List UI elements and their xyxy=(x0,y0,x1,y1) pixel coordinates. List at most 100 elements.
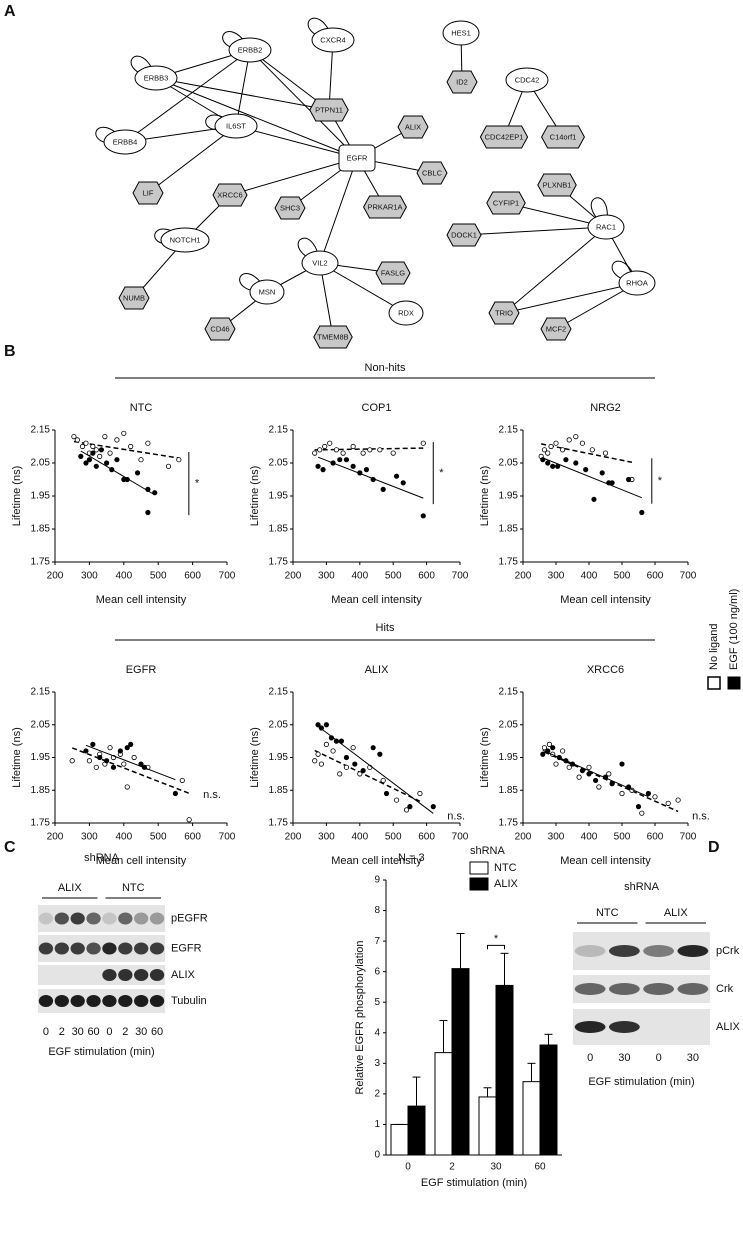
node-label: RHOA xyxy=(626,278,648,287)
x-tick-label: 600 xyxy=(184,571,201,582)
y-tick-label: 2.15 xyxy=(31,425,51,436)
significance: n.s. xyxy=(692,810,710,822)
point xyxy=(330,460,336,466)
node-label: CBLC xyxy=(422,168,443,177)
legend-label: EGF (100 ng/ml) xyxy=(728,589,740,670)
blot-band xyxy=(38,912,54,925)
x-tick-label: 200 xyxy=(47,832,64,843)
point xyxy=(98,447,105,453)
x-tick-label: 300 xyxy=(548,832,565,843)
x-axis-label: Mean cell intensity xyxy=(560,594,651,606)
point xyxy=(83,440,89,446)
x-axis-label: EGF stimulation (min) xyxy=(421,1177,527,1189)
point xyxy=(145,509,151,516)
point xyxy=(602,450,609,456)
point xyxy=(337,771,343,777)
panel-label: A xyxy=(4,3,16,20)
y-tick-label: 3 xyxy=(374,1058,380,1069)
point xyxy=(90,741,96,748)
point xyxy=(350,443,356,450)
plot-title: NTC xyxy=(130,402,153,414)
point xyxy=(323,722,329,728)
x-tick-label: 400 xyxy=(115,832,132,843)
y-tick-label: 2.05 xyxy=(269,719,289,730)
y-tick-label: 8 xyxy=(374,905,380,916)
point xyxy=(121,761,127,767)
x-tick-label: 600 xyxy=(418,832,435,843)
node xyxy=(587,214,625,240)
point xyxy=(333,447,340,453)
point xyxy=(107,450,113,456)
node xyxy=(363,195,407,219)
y-tick-label: 1.85 xyxy=(499,524,519,535)
node-label: XRCC6 xyxy=(217,190,242,199)
point xyxy=(323,741,329,748)
point xyxy=(90,450,96,456)
point xyxy=(652,794,658,800)
point xyxy=(559,748,566,754)
point xyxy=(370,745,376,751)
blot-band xyxy=(102,912,117,925)
point xyxy=(102,433,108,440)
blot-band xyxy=(54,912,69,925)
bar xyxy=(522,1081,541,1156)
point xyxy=(74,437,80,443)
node-label: IL6ST xyxy=(226,121,246,130)
node-label: PLXNB1 xyxy=(543,180,572,189)
node xyxy=(488,301,520,325)
point xyxy=(553,440,559,446)
node xyxy=(479,125,529,149)
blot-band xyxy=(86,912,101,925)
point xyxy=(390,450,396,456)
point xyxy=(599,470,605,476)
node xyxy=(103,129,147,155)
y-tick-label: 1.75 xyxy=(31,557,51,568)
point xyxy=(128,443,134,450)
point xyxy=(165,463,172,469)
point xyxy=(609,781,615,787)
fit-line xyxy=(317,456,424,499)
edge xyxy=(503,282,638,314)
point xyxy=(540,457,546,463)
node xyxy=(442,20,480,46)
point xyxy=(602,774,609,780)
edge xyxy=(155,77,358,159)
point xyxy=(104,758,110,764)
node xyxy=(311,27,355,53)
node-label: CYFIP1 xyxy=(493,198,519,207)
edge xyxy=(463,226,607,236)
node xyxy=(212,183,248,207)
point xyxy=(93,764,99,770)
x-tick-label: 300 xyxy=(318,571,335,582)
node xyxy=(446,70,478,94)
node xyxy=(486,191,526,215)
legend-label: NTC xyxy=(494,862,517,874)
point xyxy=(541,447,548,453)
point xyxy=(591,496,597,502)
y-tick-label: 1.75 xyxy=(269,557,289,568)
node xyxy=(541,125,585,149)
blot-band xyxy=(102,995,117,1007)
point xyxy=(352,761,358,767)
blot-band xyxy=(134,995,149,1007)
point xyxy=(639,509,645,516)
node xyxy=(249,279,285,305)
point xyxy=(367,447,373,453)
point xyxy=(312,758,318,764)
point xyxy=(179,777,185,784)
x-axis-label: Mean cell intensity xyxy=(96,855,187,867)
edge xyxy=(235,49,251,127)
x-tick-label: 60 xyxy=(534,1162,546,1173)
y-tick-label: 2.15 xyxy=(499,425,519,436)
point xyxy=(83,748,89,754)
point xyxy=(121,430,127,436)
edge xyxy=(235,125,358,159)
x-tick-label: 500 xyxy=(150,571,167,582)
point xyxy=(328,735,335,741)
lane-label: 0 xyxy=(106,1026,112,1038)
x-tick-label: 200 xyxy=(285,571,302,582)
y-tick-label: 1.75 xyxy=(269,818,289,829)
significance-bracket xyxy=(487,944,505,950)
point xyxy=(400,480,406,486)
